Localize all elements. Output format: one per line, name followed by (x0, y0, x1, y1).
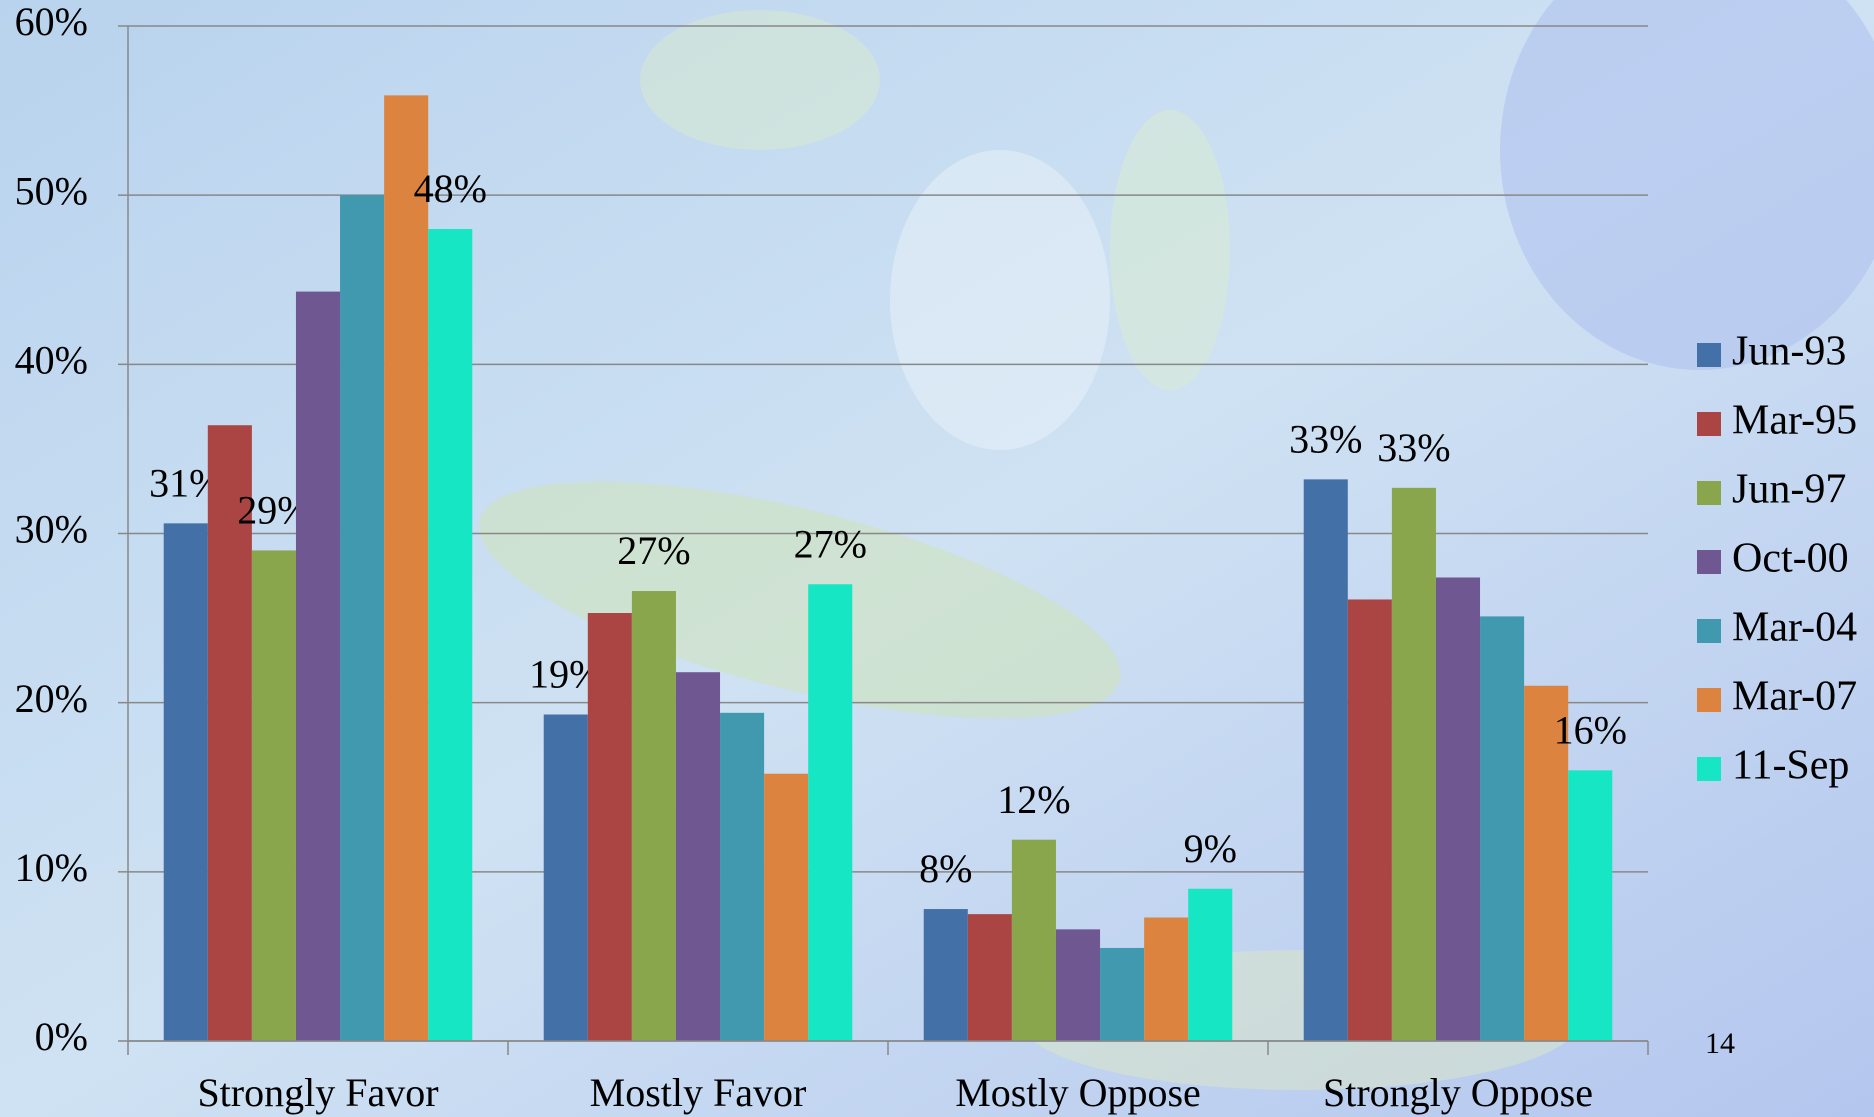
y-tick-label: 20% (15, 676, 88, 721)
data-label: 8% (919, 846, 972, 891)
data-label: 27% (617, 528, 690, 573)
legend-swatch (1697, 619, 1721, 643)
legend-swatch (1697, 481, 1721, 505)
legend-label: Mar-07 (1732, 674, 1857, 720)
data-label: 33% (1289, 417, 1362, 462)
y-tick-label: 40% (15, 338, 88, 383)
bar (428, 229, 473, 1041)
x-tick-label: Strongly Favor (197, 1070, 438, 1115)
bar (1568, 770, 1613, 1041)
bar (1144, 917, 1189, 1041)
bar (543, 714, 588, 1041)
bar (764, 773, 809, 1041)
legend-label: Jun-93 (1732, 329, 1846, 375)
data-label: 48% (414, 166, 487, 211)
x-tick-label: Mostly Oppose (955, 1070, 1201, 1115)
legend-swatch (1697, 550, 1721, 574)
bar (1480, 616, 1525, 1041)
x-tick-label: Mostly Favor (590, 1070, 807, 1115)
data-label: 9% (1184, 826, 1237, 871)
data-label: 33% (1377, 425, 1450, 470)
bar (631, 591, 676, 1041)
legend-swatch (1697, 343, 1721, 367)
y-tick-label: 60% (15, 0, 88, 44)
legend-swatch (1697, 688, 1721, 712)
bar (675, 672, 721, 1041)
bar (340, 195, 385, 1041)
bar (1524, 685, 1569, 1041)
bar (808, 584, 853, 1041)
bar (384, 95, 429, 1041)
legend-swatch (1697, 412, 1721, 436)
bar (251, 550, 296, 1041)
data-label: 12% (997, 777, 1070, 822)
bar (1303, 479, 1348, 1041)
bar (295, 291, 341, 1041)
bar (163, 523, 208, 1041)
legend-label: Mar-04 (1732, 605, 1857, 651)
bar (1435, 577, 1481, 1041)
bar (720, 712, 765, 1041)
y-tick-label: 10% (15, 845, 88, 890)
bar (923, 909, 968, 1041)
bar (1011, 839, 1056, 1041)
legend-label: 11-Sep (1732, 743, 1849, 789)
legend-label: Mar-95 (1732, 398, 1857, 444)
bar (207, 425, 252, 1041)
x-tick-label: Strongly Oppose (1323, 1070, 1593, 1115)
bar (1055, 929, 1101, 1041)
page-number: 14 (1705, 1027, 1735, 1060)
bar (967, 914, 1012, 1041)
data-label: 27% (794, 521, 867, 566)
y-tick-label: 50% (15, 168, 88, 213)
bar (1188, 888, 1233, 1041)
legend-label: Oct-00 (1732, 536, 1849, 582)
data-label: 16% (1554, 708, 1627, 753)
bar (587, 613, 632, 1041)
bar (1391, 487, 1436, 1041)
legend-label: Jun-97 (1732, 467, 1846, 513)
y-tick-label: 0% (35, 1014, 88, 1059)
legend-swatch (1697, 757, 1721, 781)
bar (1100, 947, 1145, 1041)
y-tick-label: 30% (15, 507, 88, 552)
bar (1347, 599, 1392, 1041)
